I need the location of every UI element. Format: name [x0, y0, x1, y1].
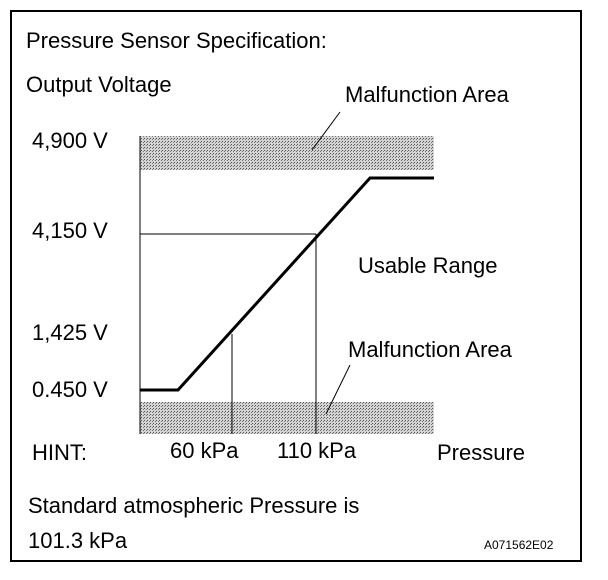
figure-frame: [10, 10, 582, 562]
y-tick-4150: 4,150 V: [32, 218, 108, 243]
y-tick-0450: 0.450 V: [32, 377, 108, 402]
figure-code: A071562E02: [484, 538, 554, 552]
x-axis-label: Pressure: [437, 440, 526, 465]
y-tick-1425: 1,425 V: [32, 320, 108, 345]
y-axis-label: Output Voltage: [26, 72, 172, 97]
x-tick-60kpa: 60 kPa: [170, 438, 239, 463]
usable-range-label: Usable Range: [358, 253, 498, 278]
hint-label: HINT:: [32, 440, 87, 465]
lower-malfunction-band: [140, 402, 434, 434]
lower-label-leader: [325, 364, 351, 415]
upper-label-leader: [311, 111, 341, 151]
malfunction-area-lower-label: Malfunction Area: [348, 337, 512, 362]
note-line-2: 101.3 kPa: [28, 528, 128, 553]
sensor-output-line: [140, 176, 434, 392]
note-line-1: Standard atmospheric Pressure is: [28, 493, 360, 518]
malfunction-area-upper-label: Malfunction Area: [345, 82, 509, 107]
y-tick-4900: 4,900 V: [32, 128, 108, 153]
x-tick-110kpa: 110 kPa: [277, 438, 357, 463]
upper-malfunction-band: [140, 136, 434, 170]
figure-heading: Pressure Sensor Specification:: [26, 28, 327, 53]
